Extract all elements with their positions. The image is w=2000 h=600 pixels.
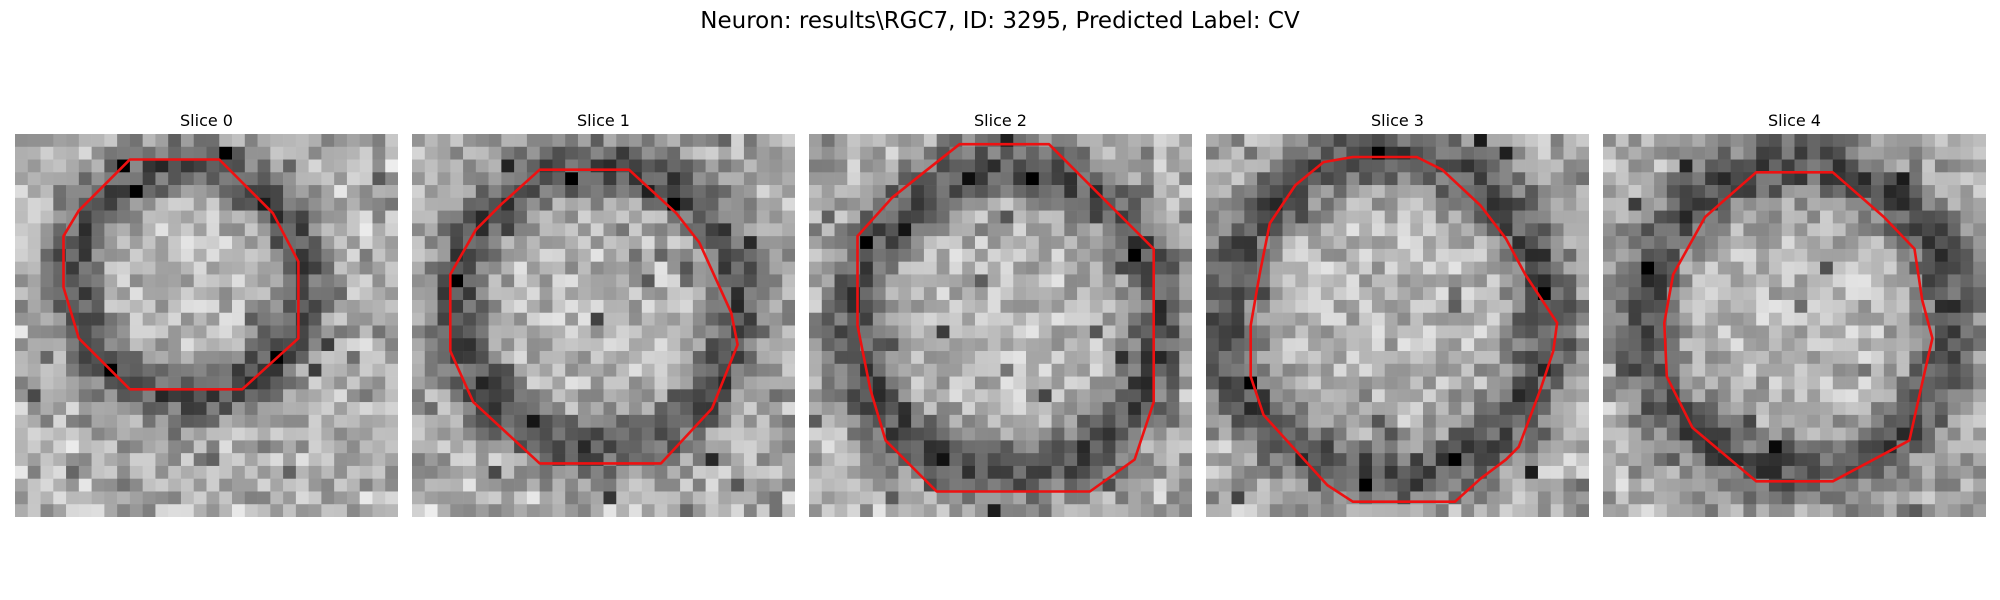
slice-title: Slice 1 <box>577 111 630 130</box>
slice-panel-2: Slice 2 <box>809 108 1192 517</box>
slice-image <box>15 134 398 517</box>
segmentation-contour <box>448 168 739 465</box>
pixel-grid <box>1603 134 1986 517</box>
segmentation-contour <box>1662 170 1934 483</box>
slice-title: Slice 4 <box>1768 111 1821 130</box>
pixel-grid <box>809 134 1192 517</box>
slice-panel-4: Slice 4 <box>1603 108 1986 517</box>
pixel-grid <box>1206 134 1589 517</box>
slice-panel-0: Slice 0 <box>15 108 398 517</box>
slice-image <box>1603 134 1986 517</box>
pixel-grid <box>15 134 398 517</box>
segmentation-contour <box>856 142 1156 493</box>
slice-title: Slice 3 <box>1371 111 1424 130</box>
segmentation-contour <box>62 158 300 391</box>
figure-title: Neuron: results\RGC7, ID: 3295, Predicte… <box>700 8 1300 34</box>
slice-title: Slice 2 <box>974 111 1027 130</box>
slice-panel-1: Slice 1 <box>412 108 795 517</box>
slice-image <box>1206 134 1589 517</box>
segmentation-contour <box>1249 155 1559 504</box>
slice-panel-3: Slice 3 <box>1206 108 1589 517</box>
pixel-grid <box>412 134 795 517</box>
slice-title: Slice 0 <box>180 111 233 130</box>
slice-image <box>412 134 795 517</box>
slice-image <box>809 134 1192 517</box>
